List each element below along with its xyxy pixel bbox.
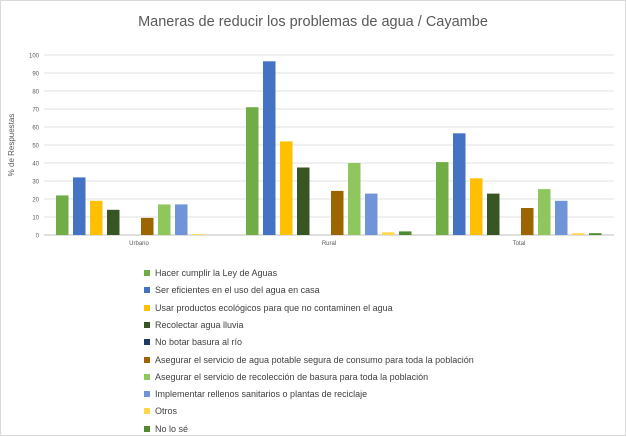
- bar-urbano-2: [90, 200, 103, 235]
- legend-label: Asegurar el servicio de agua potable seg…: [155, 354, 474, 365]
- y-tick-label: 50: [32, 144, 39, 150]
- legend-swatch: [144, 339, 150, 346]
- y-tick-label: 80: [32, 90, 39, 96]
- y-tick-label: 0: [36, 234, 40, 240]
- bar-urbano-0: [56, 195, 69, 235]
- y-tick-label: 40: [32, 162, 39, 168]
- legend-label: No botar basura al río: [155, 337, 243, 348]
- bars: [56, 61, 602, 235]
- legend-item: Implementar rellenos sanitarios o planta…: [144, 386, 367, 402]
- y-tick-label: 100: [29, 54, 40, 60]
- bar-rural-8: [382, 232, 395, 235]
- bar-rural-5: [331, 190, 344, 235]
- legend-swatch: [144, 304, 150, 311]
- legend-swatch: [144, 356, 150, 363]
- legend-item: Usar productos ecológicos para que no co…: [144, 300, 393, 316]
- bar-rural-7: [365, 193, 378, 235]
- y-tick-label: 60: [32, 126, 39, 132]
- bar-total-5: [521, 208, 534, 235]
- bar-total-7: [555, 200, 568, 235]
- legend-swatch: [144, 270, 150, 276]
- gridlines: [44, 54, 614, 236]
- bar-rural-6: [348, 163, 361, 235]
- legend-item: Hacer cumplir la Ley de Aguas: [144, 265, 277, 281]
- legend-swatch: [144, 425, 150, 432]
- legend-label: Asegurar el servicio de recolección de b…: [155, 371, 429, 382]
- bar-total-9: [589, 233, 602, 235]
- bar-urbano-7: [175, 204, 188, 235]
- bar-total-2: [470, 178, 483, 235]
- legend-item: Otros: [144, 403, 177, 419]
- bar-urbano-6: [158, 204, 171, 235]
- x-tick-label: Rural: [322, 241, 336, 247]
- y-tick-label: 90: [32, 72, 39, 78]
- bar-rural-0: [246, 107, 259, 235]
- legend-item: No botar basura al río: [144, 334, 242, 350]
- bar-total-6: [538, 189, 551, 235]
- chart-title: Maneras de reducir los problemas de agua…: [138, 14, 488, 30]
- bar-total-0: [436, 162, 449, 235]
- legend-swatch: [144, 373, 150, 380]
- bar-urbano-8: [192, 234, 205, 235]
- legend-label: Implementar rellenos sanitarios o planta…: [155, 389, 368, 400]
- legend-item: Asegurar el servicio de agua potable seg…: [144, 352, 474, 368]
- legend-label: Hacer cumplir la Ley de Aguas: [155, 268, 278, 278]
- legend-swatch: [144, 287, 150, 294]
- legend-item: Asegurar el servicio de recolección de b…: [144, 369, 428, 385]
- legend-item: Ser eficientes en el uso del agua en cas…: [144, 282, 320, 298]
- legend-swatch: [144, 408, 150, 415]
- bar-urbano-5: [141, 217, 154, 235]
- bar-urbano-1: [73, 177, 86, 235]
- legend-label: Usar productos ecológicos para que no co…: [155, 302, 393, 313]
- x-axis-ticks: Urbano Rural Total: [129, 241, 525, 247]
- legend-label: Ser eficientes en el uso del agua en cas…: [155, 285, 320, 296]
- y-axis-label: % de Respuestas: [7, 114, 16, 177]
- legend-label: Recolectar agua lluvia: [155, 319, 244, 330]
- x-tick-label: Total: [513, 241, 526, 247]
- x-tick-label: Urbano: [129, 241, 149, 247]
- y-tick-label: 30: [32, 180, 39, 186]
- legend-item: No lo sé: [144, 421, 188, 437]
- bar-total-3: [487, 193, 500, 235]
- bar-total-8: [572, 233, 585, 235]
- legend-swatch: [144, 321, 150, 328]
- legend-label: No lo sé: [155, 423, 189, 434]
- legend-label: Otros: [155, 406, 178, 417]
- bar-rural-3: [297, 167, 310, 235]
- y-tick-label: 20: [32, 198, 39, 204]
- bar-total-1: [453, 133, 466, 235]
- bar-rural-1: [263, 61, 276, 235]
- bar-urbano-3: [107, 209, 120, 235]
- legend-item: Recolectar agua lluvia: [144, 317, 244, 333]
- legend-swatch: [144, 391, 150, 398]
- y-tick-label: 10: [32, 216, 39, 222]
- bar-rural-9: [399, 231, 412, 235]
- y-tick-label: 70: [32, 108, 39, 114]
- y-axis-ticks: 0 10 20 30 40 50 60 70 80 90 100: [29, 54, 40, 240]
- bar-rural-2: [280, 141, 293, 235]
